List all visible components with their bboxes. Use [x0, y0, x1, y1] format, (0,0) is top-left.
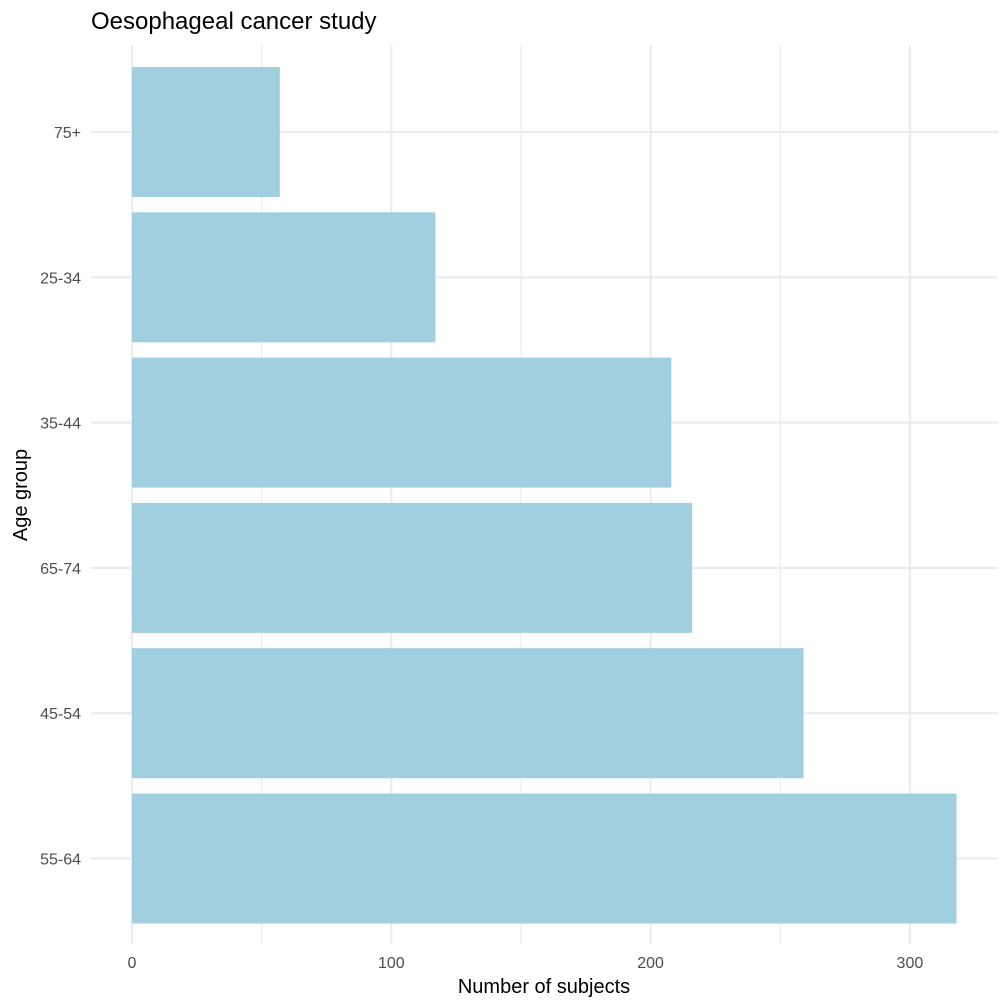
y-axis-ticks: 55-64 45-54 65-74 35-44 25-34 75+ [40, 125, 81, 869]
x-axis-title: Number of subjects [458, 976, 630, 998]
y-tick-label: 75+ [54, 125, 81, 142]
x-axis-ticks: 0 100 200 300 [128, 955, 924, 972]
y-tick-label: 35-44 [40, 416, 81, 433]
bar-3544 [132, 357, 672, 488]
x-tick-label: 0 [128, 955, 137, 972]
bars [132, 67, 957, 924]
y-tick-label: 65-74 [40, 561, 81, 578]
x-tick-label: 100 [378, 955, 405, 972]
chart-title: Oesophageal cancer study [91, 8, 377, 35]
y-tick-label: 25-34 [40, 270, 81, 287]
bar-5564 [132, 793, 957, 924]
y-tick-label: 45-54 [40, 706, 81, 723]
y-tick-label: 55-64 [40, 852, 81, 869]
bar-4554 [132, 648, 804, 779]
x-tick-label: 200 [637, 955, 664, 972]
bar-75 [132, 67, 280, 197]
x-tick-label: 300 [897, 955, 924, 972]
y-axis-title: Age group [10, 449, 32, 541]
bar-2534 [132, 212, 436, 343]
bar-6574 [132, 502, 693, 633]
